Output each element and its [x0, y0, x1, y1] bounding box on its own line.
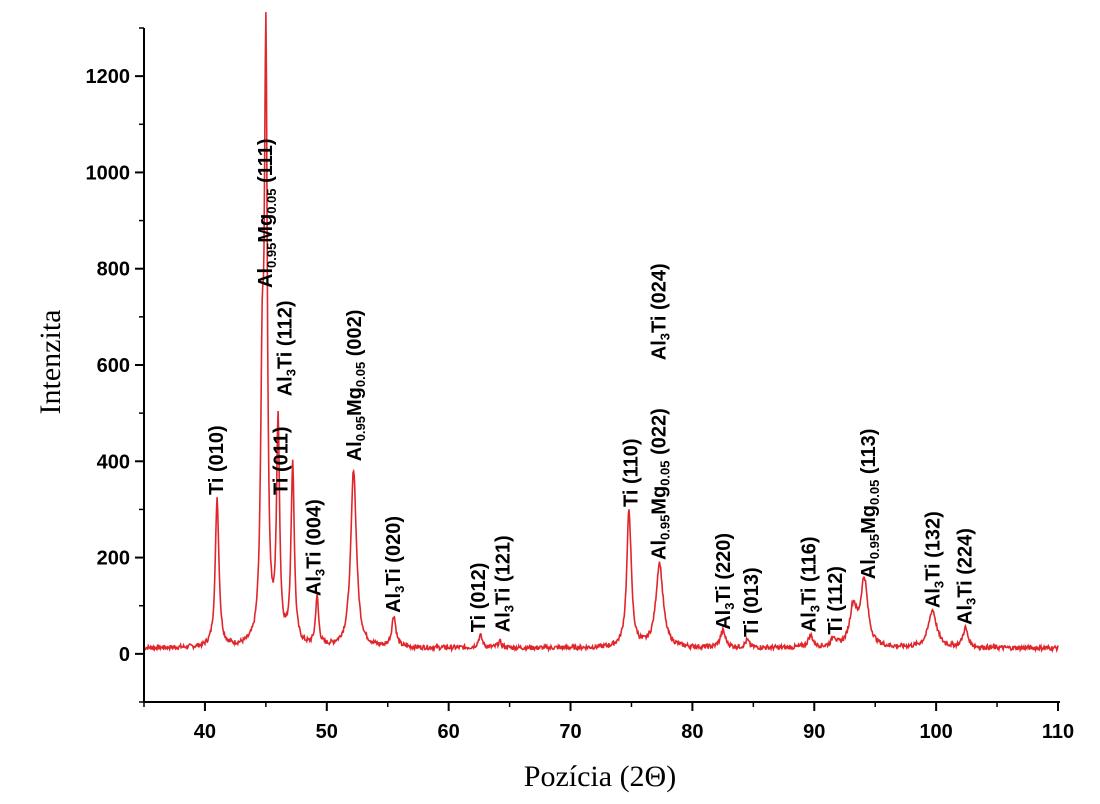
peak-label: Al3Ti (024) [649, 263, 673, 360]
peak-label: Al0.95Mg0.05 (113) [858, 429, 882, 580]
peak-label: Al3Ti (220) [713, 533, 737, 630]
peak-label: Al0.95Mg0.05 (022) [649, 408, 673, 560]
x-tick-label: 110 [1042, 721, 1074, 743]
peak-label: Ti (010) [206, 425, 228, 495]
plot-area [143, 12, 1059, 654]
x-tick-label: 40 [194, 721, 216, 743]
y-tick-label: 800 [97, 259, 130, 281]
peak-labels: Ti (010) Al0.95Mg0.05 (111) Al3Ti (112) Ti … [206, 138, 978, 637]
peak-label: Al3Ti (121) [493, 535, 517, 632]
peak-label: Al3Ti (020) [383, 516, 407, 613]
x-tick-label: 70 [559, 721, 581, 743]
y-tick-label: 200 [97, 548, 130, 570]
peak-label: Al3Ti (224) [954, 528, 978, 625]
y-tick-label: 600 [97, 355, 130, 377]
peak-label: Ti (012) [468, 563, 490, 633]
peak-label: Al3Ti (004) [304, 499, 328, 596]
peak-label: Ti (013) [741, 567, 763, 637]
peak-label: Al3Ti (116) [798, 536, 822, 632]
peak-label: Al3Ti (132) [923, 511, 947, 608]
x-axis-title: Pozícia (2Θ) [524, 760, 676, 793]
y-tick-label: 1200 [86, 66, 131, 88]
peak-label: Al3Ti (112) [274, 301, 298, 397]
y-tick-label: 400 [97, 451, 130, 473]
x-tick-label: 90 [803, 721, 825, 743]
peak-label: Al0.95Mg0.05 (111) [255, 138, 279, 288]
peak-label: Ti (011) [271, 426, 293, 495]
y-axis-title: Intenzita [34, 310, 67, 415]
peak-label: Ti (112) [825, 566, 847, 635]
x-tick-label: 80 [681, 721, 703, 743]
axes: 40 50 60 70 80 90 100 110 0 200 400 600 800 1000 1200 [86, 27, 1074, 743]
x-tick-label: 100 [919, 721, 952, 743]
xrd-series-line [143, 12, 1059, 654]
x-tick-label: 60 [438, 721, 460, 743]
x-tick-label: 50 [316, 721, 338, 743]
peak-label: Al0.95Mg0.05 (002) [344, 310, 368, 462]
y-tick-label: 1000 [86, 162, 131, 184]
peak-label: Ti (110) [621, 438, 643, 507]
y-tick-label: 0 [119, 644, 130, 666]
